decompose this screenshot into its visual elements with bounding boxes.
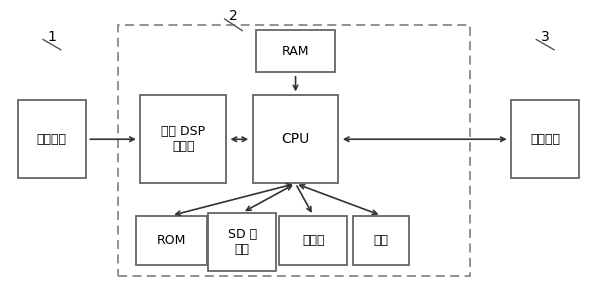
Bar [208,213,276,271]
Bar [18,100,86,178]
Bar [279,216,347,265]
Bar [253,95,338,183]
Bar [353,216,410,265]
Text: SD 卡
接口: SD 卡 接口 [227,228,257,256]
Text: 音频 DSP
处理器: 音频 DSP 处理器 [161,125,205,153]
Text: 按钮: 按钮 [374,234,389,247]
Text: 拾音模块: 拾音模块 [37,133,67,146]
Text: 指示灯: 指示灯 [302,234,325,247]
Text: 2: 2 [229,9,238,23]
Text: RAM: RAM [282,45,309,58]
Bar [118,25,470,276]
Text: 1: 1 [47,30,56,44]
Text: 联网模块: 联网模块 [530,133,560,146]
Bar [140,95,226,183]
Bar [256,30,336,72]
Text: 3: 3 [541,30,549,44]
Text: CPU: CPU [281,132,310,146]
Bar [136,216,207,265]
Bar [511,100,579,178]
Text: ROM: ROM [156,234,186,247]
